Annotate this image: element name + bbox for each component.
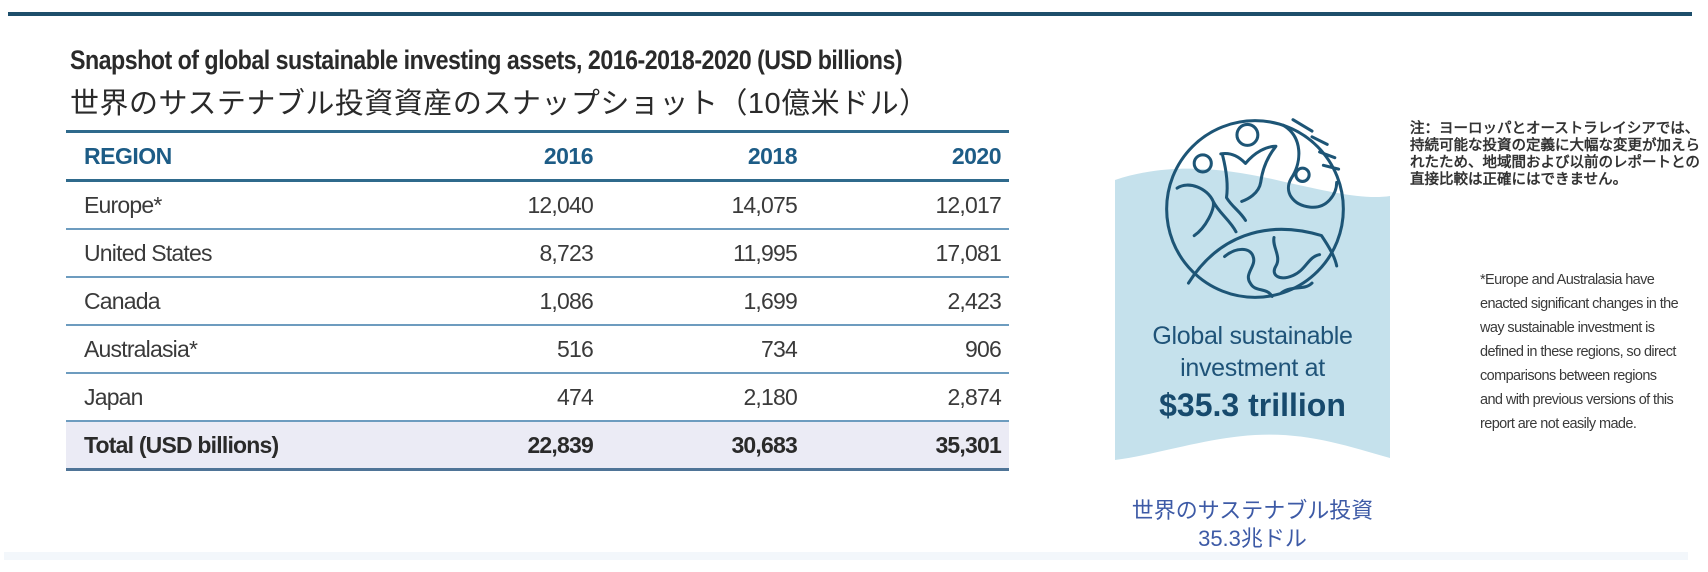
- cell-region: United States: [66, 229, 397, 278]
- cell-2020: 2,423: [805, 277, 1009, 326]
- callout-text: Global sustainable investment at $35.3 t…: [1115, 320, 1390, 424]
- header-2020: 2020: [805, 131, 1009, 182]
- cell-2018: 2,180: [601, 373, 805, 422]
- cell-region: Total (USD billions): [66, 421, 397, 471]
- cell-2018: 11,995: [601, 229, 805, 278]
- top-rule: [8, 12, 1692, 16]
- cell-2016: 8,723: [397, 229, 601, 278]
- total-row: Total (USD billions) 22,839 30,683 35,30…: [66, 421, 1009, 471]
- cell-2020: 12,017: [805, 180, 1009, 230]
- cell-region: Australasia*: [66, 325, 397, 374]
- callout-japanese: 世界のサステナブル投資 35.3兆ドル: [1080, 497, 1425, 553]
- cell-2018: 734: [601, 325, 805, 374]
- table-row: Europe* 12,040 14,075 12,017: [66, 180, 1009, 230]
- callout-panel: [1115, 160, 1390, 460]
- cell-2020: 2,874: [805, 373, 1009, 422]
- cell-2018: 30,683: [601, 421, 805, 471]
- cell-2016: 1,086: [397, 277, 601, 326]
- cell-2016: 474: [397, 373, 601, 422]
- cell-2020: 17,081: [805, 229, 1009, 278]
- header-2018: 2018: [601, 131, 805, 182]
- cell-region: Canada: [66, 277, 397, 326]
- title-english: Snapshot of global sustainable investing…: [70, 45, 903, 75]
- cell-2018: 1,699: [601, 277, 805, 326]
- callout-amount: $35.3 trillion: [1159, 387, 1346, 423]
- callout-ja-line1: 世界のサステナブル投資: [1131, 498, 1374, 523]
- table-header-row: REGION 2016 2018 2020: [66, 131, 1009, 182]
- table-row: Canada 1,086 1,699 2,423: [66, 277, 1009, 326]
- cell-2020: 35,301: [805, 421, 1009, 471]
- callout-line2: investment at: [1180, 354, 1325, 382]
- cell-2016: 22,839: [397, 421, 601, 471]
- table-row: United States 8,723 11,995 17,081: [66, 229, 1009, 278]
- cell-region: Japan: [66, 373, 397, 422]
- table-row: Japan 474 2,180 2,874: [66, 373, 1009, 422]
- cell-2016: 516: [397, 325, 601, 374]
- footnote-english: *Europe and Australasia have enacted sig…: [1480, 272, 1679, 432]
- assets-table: REGION 2016 2018 2020 Europe* 12,040 14,…: [66, 130, 1009, 471]
- callout-ja-line2: 35.3兆ドル: [1198, 526, 1307, 551]
- title-japanese: 世界のサステナブル投資資産のスナップショット（10億米ドル）: [70, 88, 929, 120]
- footnote-japanese: 注：ヨーロッパとオーストラレイシアでは、持続可能な投資の定義に大幅な変更が加えら…: [1410, 121, 1700, 188]
- cell-region: Europe*: [66, 180, 397, 230]
- globe-people-icon: [1165, 118, 1345, 299]
- header-region: REGION: [66, 131, 397, 182]
- bottom-band: [4, 552, 1688, 560]
- callout-line1: Global sustainable: [1152, 322, 1353, 350]
- cell-2018: 14,075: [601, 180, 805, 230]
- header-2016: 2016: [397, 131, 601, 182]
- wave-banner-shape: [1115, 168, 1390, 460]
- table-row: Australasia* 516 734 906: [66, 325, 1009, 374]
- cell-2020: 906: [805, 325, 1009, 374]
- cell-2016: 12,040: [397, 180, 601, 230]
